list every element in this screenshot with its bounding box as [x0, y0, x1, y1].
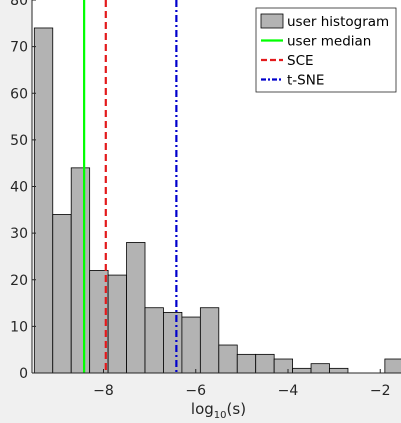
y-tick-label: 10	[10, 319, 28, 335]
y-tick-label: 40	[10, 180, 28, 196]
y-tick-label: 70	[10, 40, 28, 56]
histogram-bar	[329, 367, 349, 374]
tick-marks: 0 10 20 30 40 50 60 70 80 −8 −6 −4 −2	[10, 0, 391, 399]
x-tick-label: −4	[278, 383, 299, 399]
histogram-bar	[199, 307, 220, 374]
histogram-bar	[310, 363, 330, 374]
legend: user histogram user median SCE t-SNE	[255, 7, 397, 93]
legend-label: SCE	[287, 53, 314, 69]
reference-lines	[83, 0, 178, 373]
y-tick-label: 30	[10, 226, 28, 242]
histogram-bar	[163, 311, 183, 374]
x-tick-label: −2	[370, 383, 391, 399]
x-tick-label: −8	[93, 383, 114, 399]
y-tick-label: 0	[19, 366, 28, 382]
legend-label: user median	[287, 34, 371, 50]
y-tick-label: 80	[10, 0, 28, 9]
x-axis-label: log10(s)	[191, 400, 246, 421]
histogram-bar	[181, 316, 201, 374]
histogram-bar	[218, 344, 238, 374]
legend-swatch	[260, 13, 284, 29]
y-tick-label: 50	[10, 133, 28, 149]
histogram-bar	[70, 167, 91, 374]
histogram-bars	[33, 27, 401, 374]
legend-label: t-SNE	[287, 73, 324, 89]
histogram-bar	[292, 367, 312, 374]
histogram-bar	[255, 353, 275, 374]
histogram-bar	[52, 214, 72, 374]
histogram-bar	[33, 27, 54, 374]
histogram-bar	[126, 242, 146, 374]
histogram-bar	[107, 274, 127, 374]
y-tick-label: 20	[10, 273, 28, 289]
y-tick-label: 60	[10, 86, 28, 102]
histogram-bar	[273, 358, 294, 374]
histogram-bar	[144, 307, 164, 374]
legend-label: user histogram	[287, 14, 389, 30]
histogram-bar	[384, 358, 401, 374]
x-tick-label: −6	[185, 383, 206, 399]
histogram-bar	[236, 353, 257, 374]
